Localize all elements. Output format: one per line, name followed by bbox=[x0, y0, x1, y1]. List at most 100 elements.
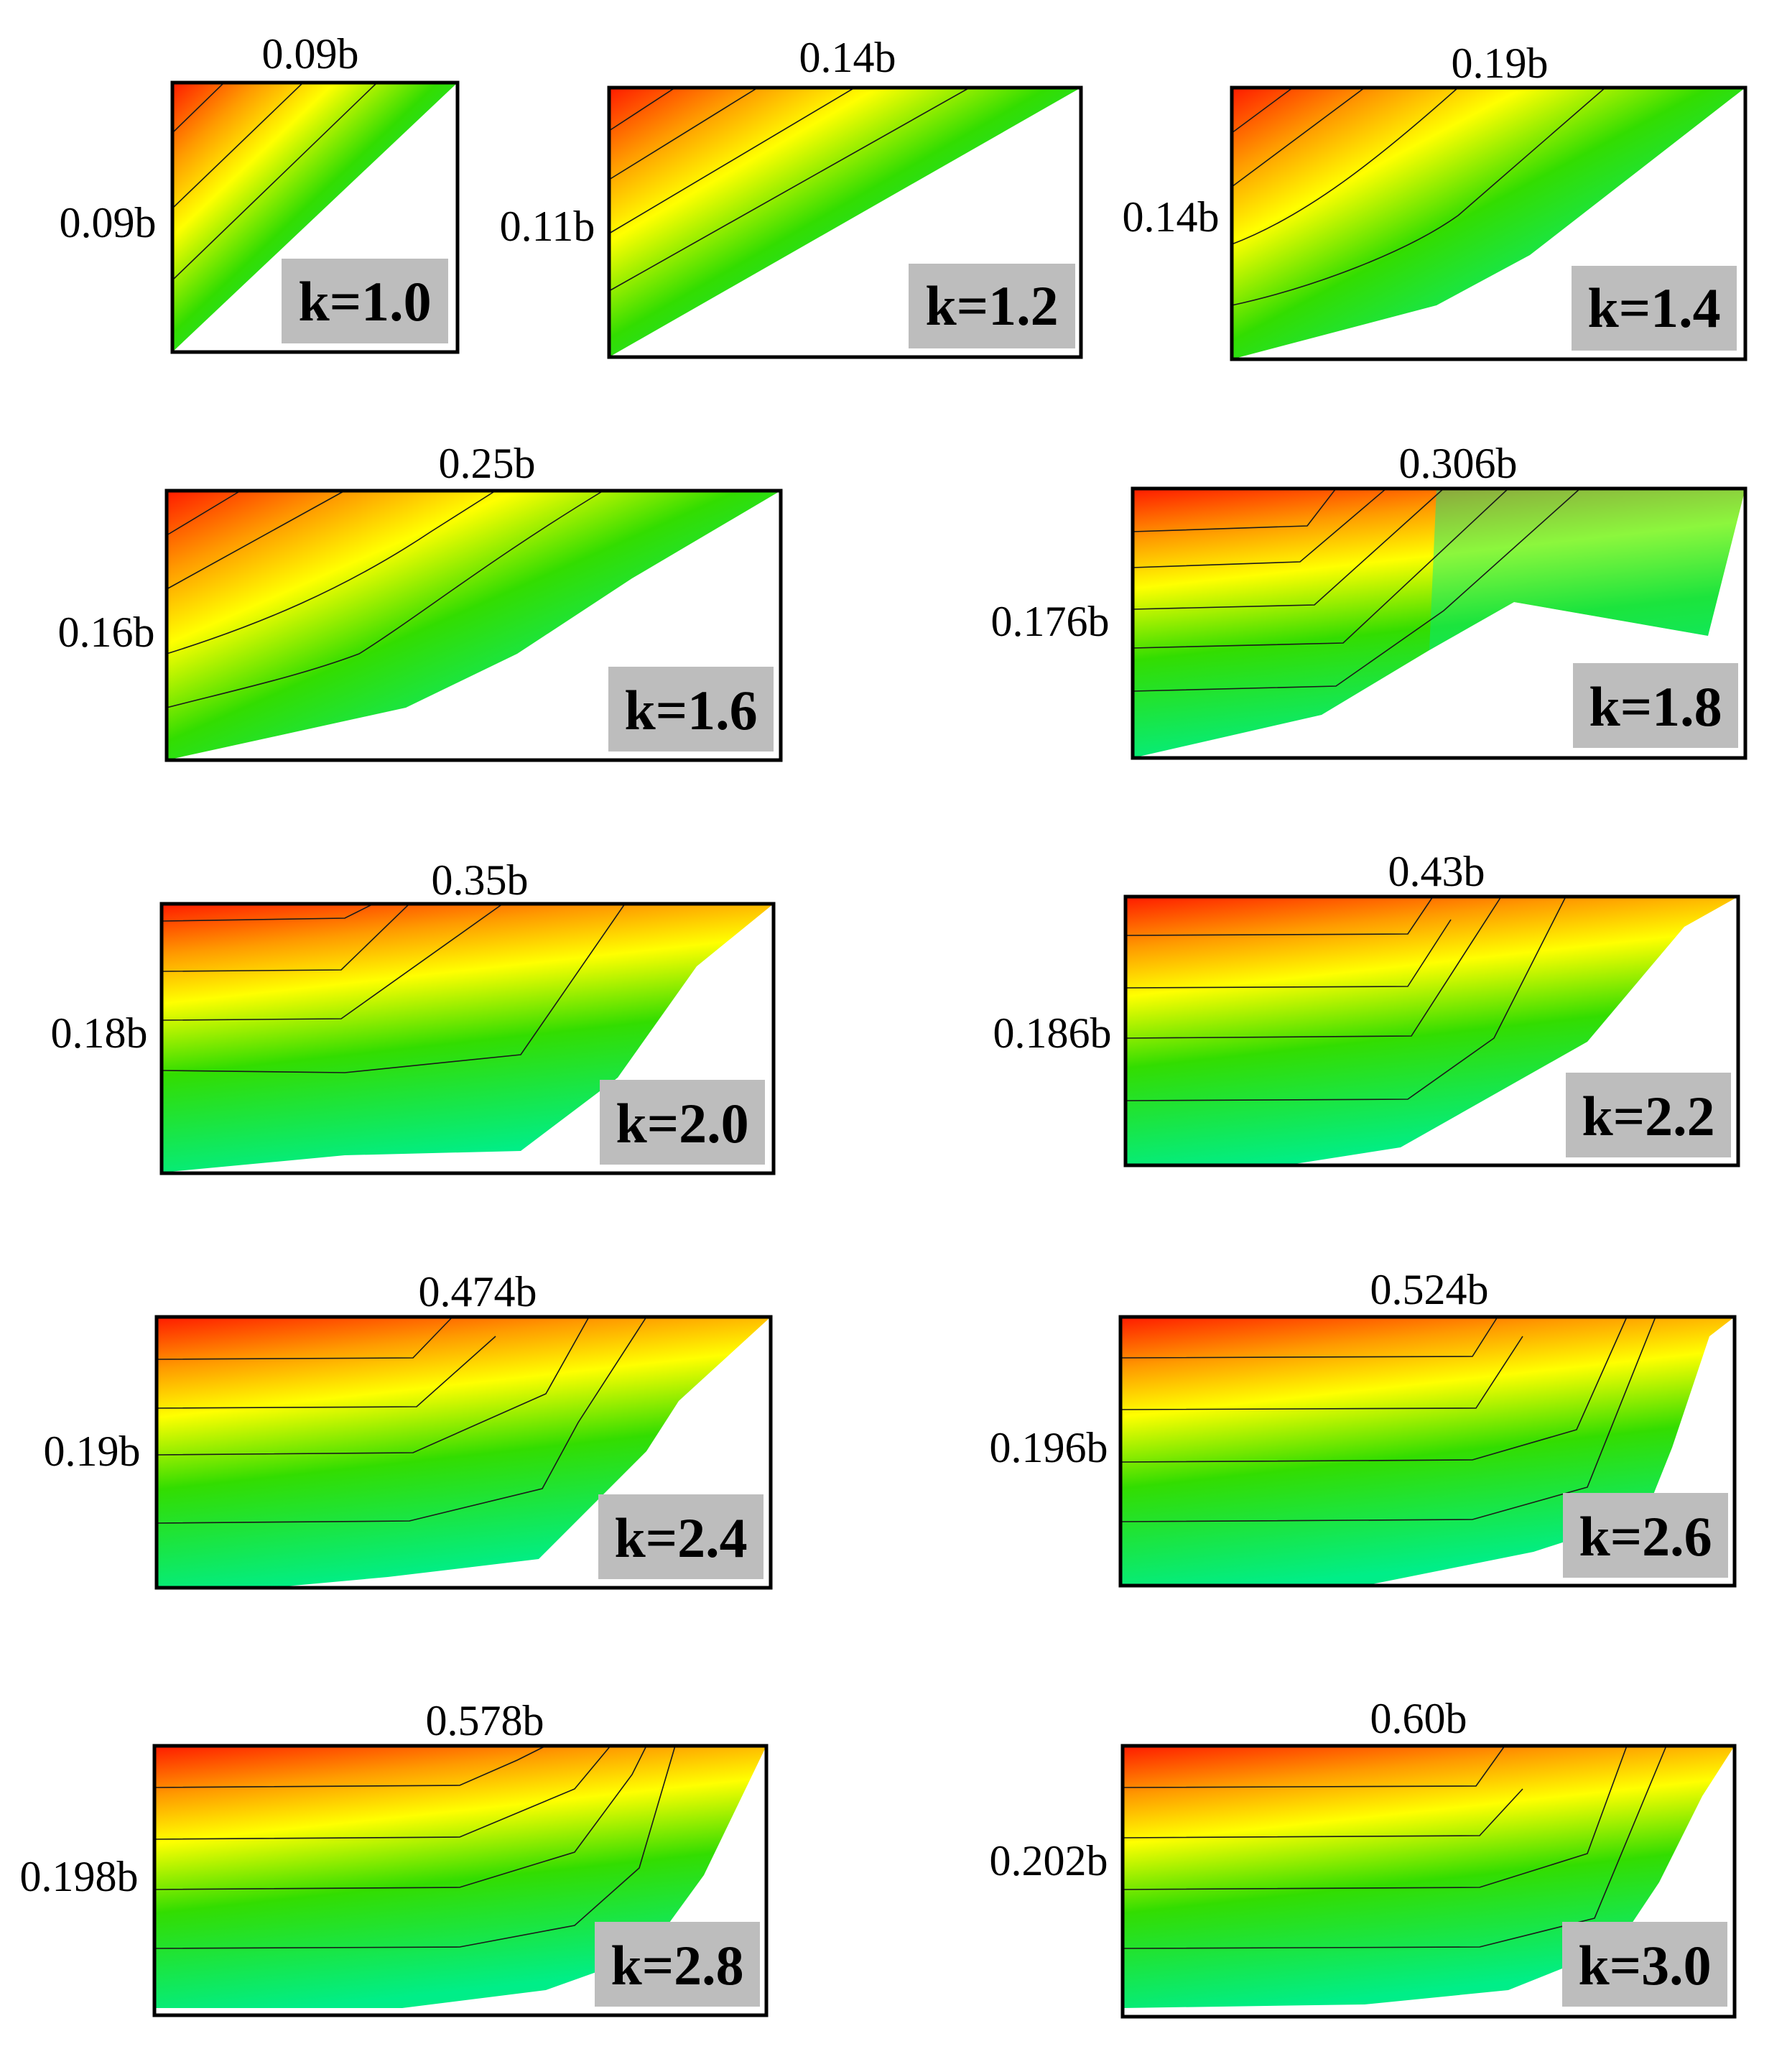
width-label: 0.578b bbox=[426, 1697, 544, 1744]
plot-frame bbox=[1131, 486, 1747, 760]
height-label: 0.198b bbox=[20, 1853, 139, 1900]
contour-line bbox=[166, 490, 241, 536]
plot-frame bbox=[164, 489, 783, 762]
k-label: k=1.4 bbox=[1587, 277, 1720, 339]
contour-line bbox=[1120, 1316, 1628, 1463]
plot-frame bbox=[1230, 85, 1747, 361]
contour-line bbox=[154, 1745, 611, 1840]
contour-line bbox=[161, 903, 503, 1021]
contour-line bbox=[154, 1745, 676, 1949]
contour-line bbox=[1231, 87, 1606, 306]
width-label: 0.35b bbox=[432, 856, 529, 904]
contour-line bbox=[154, 1745, 647, 1890]
contour-line bbox=[156, 1316, 590, 1456]
k-label: k=2.0 bbox=[616, 1092, 748, 1155]
panel-k-2-8: k=2.8 0.578b 0.198b bbox=[20, 1697, 769, 2017]
panel-k-3-0: k=3.0 0.60b 0.202b bbox=[990, 1695, 1737, 2019]
contour-fill-cool bbox=[1429, 489, 1745, 650]
contour-line bbox=[1231, 87, 1294, 134]
k-label: k=2.2 bbox=[1582, 1085, 1714, 1147]
contour-line bbox=[1125, 919, 1452, 989]
panel-k-1-0: k=1.0 0.09b 0.09b bbox=[60, 30, 460, 354]
plot-frame bbox=[159, 902, 776, 1175]
k-label-box bbox=[600, 1080, 765, 1165]
contour-fill bbox=[167, 491, 781, 760]
k-label-box bbox=[1562, 1922, 1727, 2007]
k-label-box bbox=[282, 259, 448, 343]
contour-fill bbox=[162, 904, 774, 1173]
panel-k-1-4: k=1.4 0.19b 0.14b bbox=[1123, 40, 1747, 361]
k-label: k=1.2 bbox=[925, 274, 1058, 337]
contour-line bbox=[166, 490, 496, 655]
contour-line bbox=[166, 490, 345, 590]
contour-line bbox=[1132, 488, 1337, 532]
contour-line bbox=[1132, 488, 1509, 649]
k-label: k=1.8 bbox=[1589, 675, 1722, 738]
panel-k-2-2: k=2.2 0.43b 0.186b bbox=[993, 848, 1740, 1167]
height-label: 0.18b bbox=[51, 1009, 148, 1057]
k-label-box bbox=[909, 264, 1075, 348]
contour-line bbox=[156, 1336, 496, 1409]
panel-k-2-4: k=2.4 0.474b 0.19b bbox=[44, 1268, 773, 1590]
panel-k-1-2: k=1.2 0.14b 0.11b bbox=[500, 34, 1083, 359]
contour-line bbox=[161, 903, 626, 1073]
contour-line bbox=[1125, 896, 1566, 1101]
k-label: k=3.0 bbox=[1578, 1934, 1711, 1997]
contour-line bbox=[608, 87, 758, 180]
contour-line bbox=[608, 87, 676, 131]
height-label: 0.11b bbox=[500, 203, 595, 250]
k-label-box bbox=[608, 667, 774, 751]
k-label-box bbox=[1572, 266, 1737, 351]
height-label: 0.176b bbox=[991, 598, 1110, 645]
height-label: 0.16b bbox=[58, 609, 155, 656]
plot-frame bbox=[1118, 1315, 1737, 1588]
panel-k-1-8: k=1.8 0.306b 0.176b bbox=[991, 440, 1747, 760]
width-label: 0.60b bbox=[1370, 1695, 1467, 1742]
plot-frame bbox=[1123, 894, 1740, 1167]
contour-line bbox=[154, 1745, 547, 1788]
contour-fill bbox=[609, 88, 1081, 357]
contour-line bbox=[1122, 1788, 1523, 1839]
contour-line bbox=[1132, 488, 1444, 610]
panel-k-2-0: k=2.0 0.35b 0.18b bbox=[51, 856, 776, 1175]
k-label: k=2.8 bbox=[611, 1934, 743, 1997]
contour-line bbox=[161, 903, 374, 922]
contour-line bbox=[161, 903, 410, 972]
contour-line bbox=[172, 82, 304, 209]
contour-line bbox=[156, 1316, 453, 1360]
k-label: k=1.0 bbox=[298, 270, 431, 333]
k-label-box bbox=[598, 1494, 763, 1579]
contour-fill bbox=[172, 83, 458, 352]
contour-fill bbox=[1232, 88, 1745, 359]
contour-fill bbox=[157, 1317, 771, 1588]
height-label: 0.19b bbox=[44, 1428, 141, 1475]
width-label: 0.306b bbox=[1399, 440, 1518, 487]
contour-line bbox=[1122, 1745, 1505, 1788]
height-label: 0.09b bbox=[60, 199, 157, 246]
plot-frame bbox=[152, 1744, 769, 2017]
contour-line bbox=[608, 87, 970, 292]
k-label-box bbox=[595, 1922, 760, 2007]
height-label: 0.202b bbox=[990, 1837, 1108, 1884]
contour-line bbox=[1231, 87, 1365, 188]
contour-line bbox=[1132, 488, 1581, 692]
k-label-box bbox=[1566, 1073, 1731, 1157]
contour-line bbox=[172, 82, 378, 281]
contour-line bbox=[156, 1316, 647, 1524]
contour-line bbox=[1120, 1316, 1656, 1522]
contour-line bbox=[172, 82, 225, 134]
plot-frame bbox=[607, 85, 1083, 359]
width-label: 0.524b bbox=[1370, 1266, 1489, 1313]
width-label: 0.14b bbox=[799, 34, 896, 81]
contour-line bbox=[1122, 1745, 1628, 1890]
contour-line bbox=[608, 87, 855, 234]
k-label-box bbox=[1573, 663, 1738, 748]
width-label: 0.25b bbox=[439, 440, 536, 487]
width-label: 0.43b bbox=[1388, 848, 1485, 895]
panel-k-1-6: k=1.6 0.25b 0.16b bbox=[58, 440, 783, 762]
height-label: 0.14b bbox=[1123, 193, 1220, 241]
height-label: 0.186b bbox=[993, 1009, 1112, 1057]
panel-k-2-6: k=2.6 0.524b 0.196b bbox=[990, 1266, 1737, 1588]
contour-fill bbox=[1133, 489, 1745, 758]
